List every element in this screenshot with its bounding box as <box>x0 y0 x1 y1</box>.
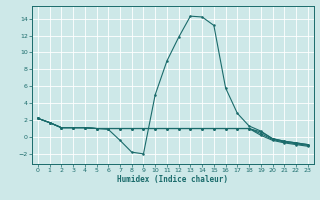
X-axis label: Humidex (Indice chaleur): Humidex (Indice chaleur) <box>117 175 228 184</box>
